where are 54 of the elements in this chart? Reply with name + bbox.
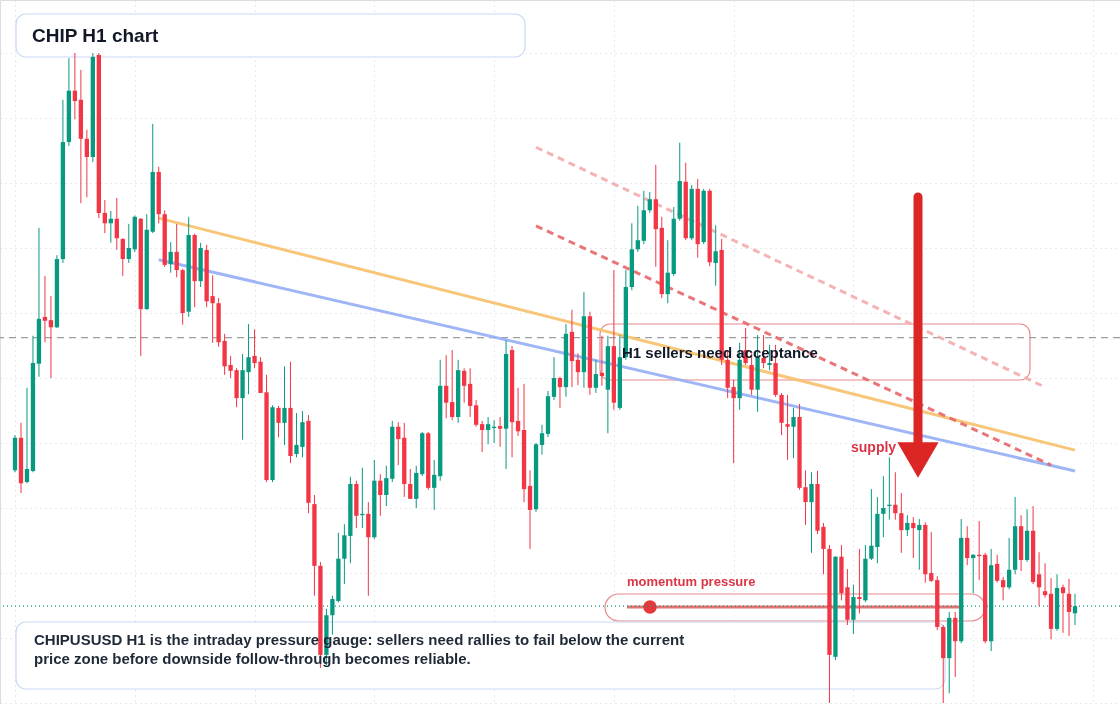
candlestick [114, 197, 119, 251]
candlestick [929, 531, 934, 583]
candlestick [462, 367, 467, 404]
candlestick [647, 191, 652, 214]
candlestick [276, 405, 281, 438]
candlestick [665, 239, 670, 304]
candlestick [408, 468, 413, 500]
candlestick [539, 424, 545, 456]
candlestick [635, 205, 640, 253]
candlestick [42, 275, 48, 343]
candlestick [1000, 576, 1006, 601]
candlestick [593, 359, 599, 394]
candlestick [450, 349, 455, 421]
candlestick [473, 399, 479, 428]
candlestick [1060, 584, 1066, 634]
candlestick [396, 421, 401, 466]
candlestick [994, 554, 1000, 584]
candlestick [917, 518, 922, 571]
candlestick [432, 459, 437, 511]
candlestick [1066, 578, 1072, 637]
chart-title: CHIP H1 chart [32, 25, 160, 46]
candlestick [444, 354, 449, 419]
candlestick [713, 224, 718, 287]
candlestick [785, 394, 790, 461]
candlestick [168, 241, 173, 274]
candlestick [378, 473, 383, 517]
candlestick [899, 492, 904, 554]
candlestick [174, 223, 179, 278]
candlestick [126, 223, 131, 264]
candlestick [881, 475, 886, 538]
candlestick [953, 611, 958, 678]
candlestick [485, 416, 491, 445]
candlestick [467, 367, 473, 418]
candlestick [479, 420, 485, 453]
candlestick [366, 501, 371, 597]
candlestick [497, 416, 503, 448]
candlestick [557, 376, 563, 409]
candlestick [282, 365, 287, 446]
candlestick [911, 516, 916, 559]
candlestick [791, 407, 796, 459]
candlestick [48, 295, 54, 379]
candlestick [809, 471, 814, 554]
candlestick [1036, 551, 1042, 607]
candlestick [575, 352, 581, 386]
candlestick [551, 356, 557, 401]
annotation: supply [851, 439, 897, 455]
annotation: momentum pressure [627, 574, 756, 589]
candlestick [1042, 562, 1048, 599]
candlestick [84, 129, 90, 198]
candlestick [24, 387, 30, 484]
candlestick [965, 525, 970, 566]
candlestick [905, 514, 910, 537]
candlestick [384, 465, 389, 507]
candlestick [120, 237, 125, 277]
